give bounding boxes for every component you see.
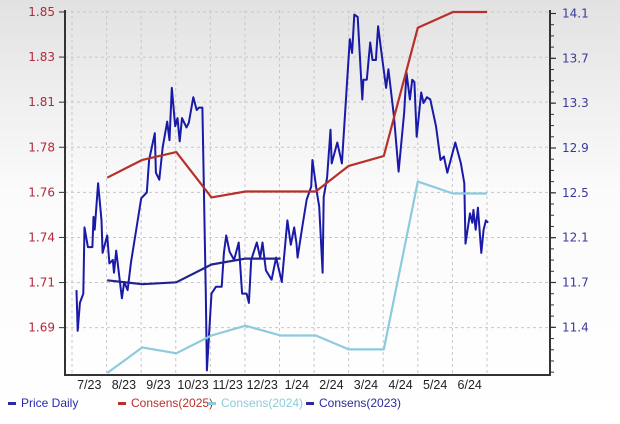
legend-item-consens-2023[interactable]: Consens(2023): [306, 396, 401, 410]
x-axis-tick-label: 8/23: [112, 378, 136, 392]
x-axis-tick-label: 3/24: [354, 378, 378, 392]
x-axis-tick-label: 6/24: [458, 378, 482, 392]
right-axis-tick-label: 12.1: [562, 231, 589, 245]
left-axis-tick-label: 1.83: [28, 50, 55, 64]
right-axis-tick-label: 12.5: [562, 186, 589, 200]
legend-label: Consens(2024): [221, 396, 304, 410]
right-axis-tick-label: 12.9: [562, 141, 589, 155]
left-axis-tick-label: 1.74: [28, 230, 55, 244]
series-line-price-daily: [75, 13, 489, 372]
x-axis-tick-label: 2/24: [319, 378, 343, 392]
right-axis-tick-label: 11.7: [562, 276, 589, 290]
right-axis-tick-label: 13.3: [562, 96, 589, 110]
legend-item-price-daily[interactable]: Price Daily: [8, 396, 78, 410]
right-axis-tick-label: 13.7: [562, 51, 589, 65]
axis-frame: [64, 10, 551, 376]
series-line-consens-2024: [106, 180, 487, 374]
x-axis-tick-label: 11/23: [212, 378, 242, 392]
legend-swatch: [8, 402, 16, 406]
axes: 1.69 1.71 1.74 1.76 1.78 1.81 1.83 1.85 11.4 11.7…: [28, 5, 588, 392]
legend-label: Price Daily: [21, 396, 79, 410]
x-axis-tick-label: 12/23: [247, 378, 278, 392]
x-axis-tick-label: 10/23: [177, 378, 208, 392]
legend-swatch: [306, 402, 314, 406]
right-axis-tick-label: 11.4: [562, 320, 589, 334]
legend-swatch: [208, 402, 216, 406]
legend-swatch: [118, 402, 126, 406]
right-axis-tick-label: 14.1: [562, 6, 589, 20]
x-axis-tick-label: 7/23: [77, 378, 101, 392]
left-axis-tick-label: 1.81: [28, 95, 55, 109]
series-line-consens-2023: [107, 257, 281, 286]
left-axis-tick-label: 1.76: [28, 185, 55, 199]
series-line-consens-2025: [106, 10, 487, 199]
left-axis-tick-label: 1.69: [28, 321, 55, 335]
legend-label: Consens(2023): [319, 396, 402, 410]
legend-item-consens-2024[interactable]: Consens(2024): [208, 396, 303, 410]
legend-item-consens-2025[interactable]: Consens(2025): [118, 396, 213, 410]
x-axis-tick-label: 4/24: [388, 378, 412, 392]
x-axis-tick-label: 1/24: [285, 378, 309, 392]
left-axis-tick-label: 1.78: [28, 140, 55, 154]
legend-label: Consens(2025): [131, 396, 214, 410]
x-axis-tick-label: 5/24: [423, 378, 447, 392]
series-layer: [75, 10, 489, 374]
left-axis-tick-label: 1.71: [28, 276, 55, 290]
x-axis-tick-label: 9/23: [146, 378, 170, 392]
left-axis-tick-label: 1.85: [28, 5, 55, 19]
